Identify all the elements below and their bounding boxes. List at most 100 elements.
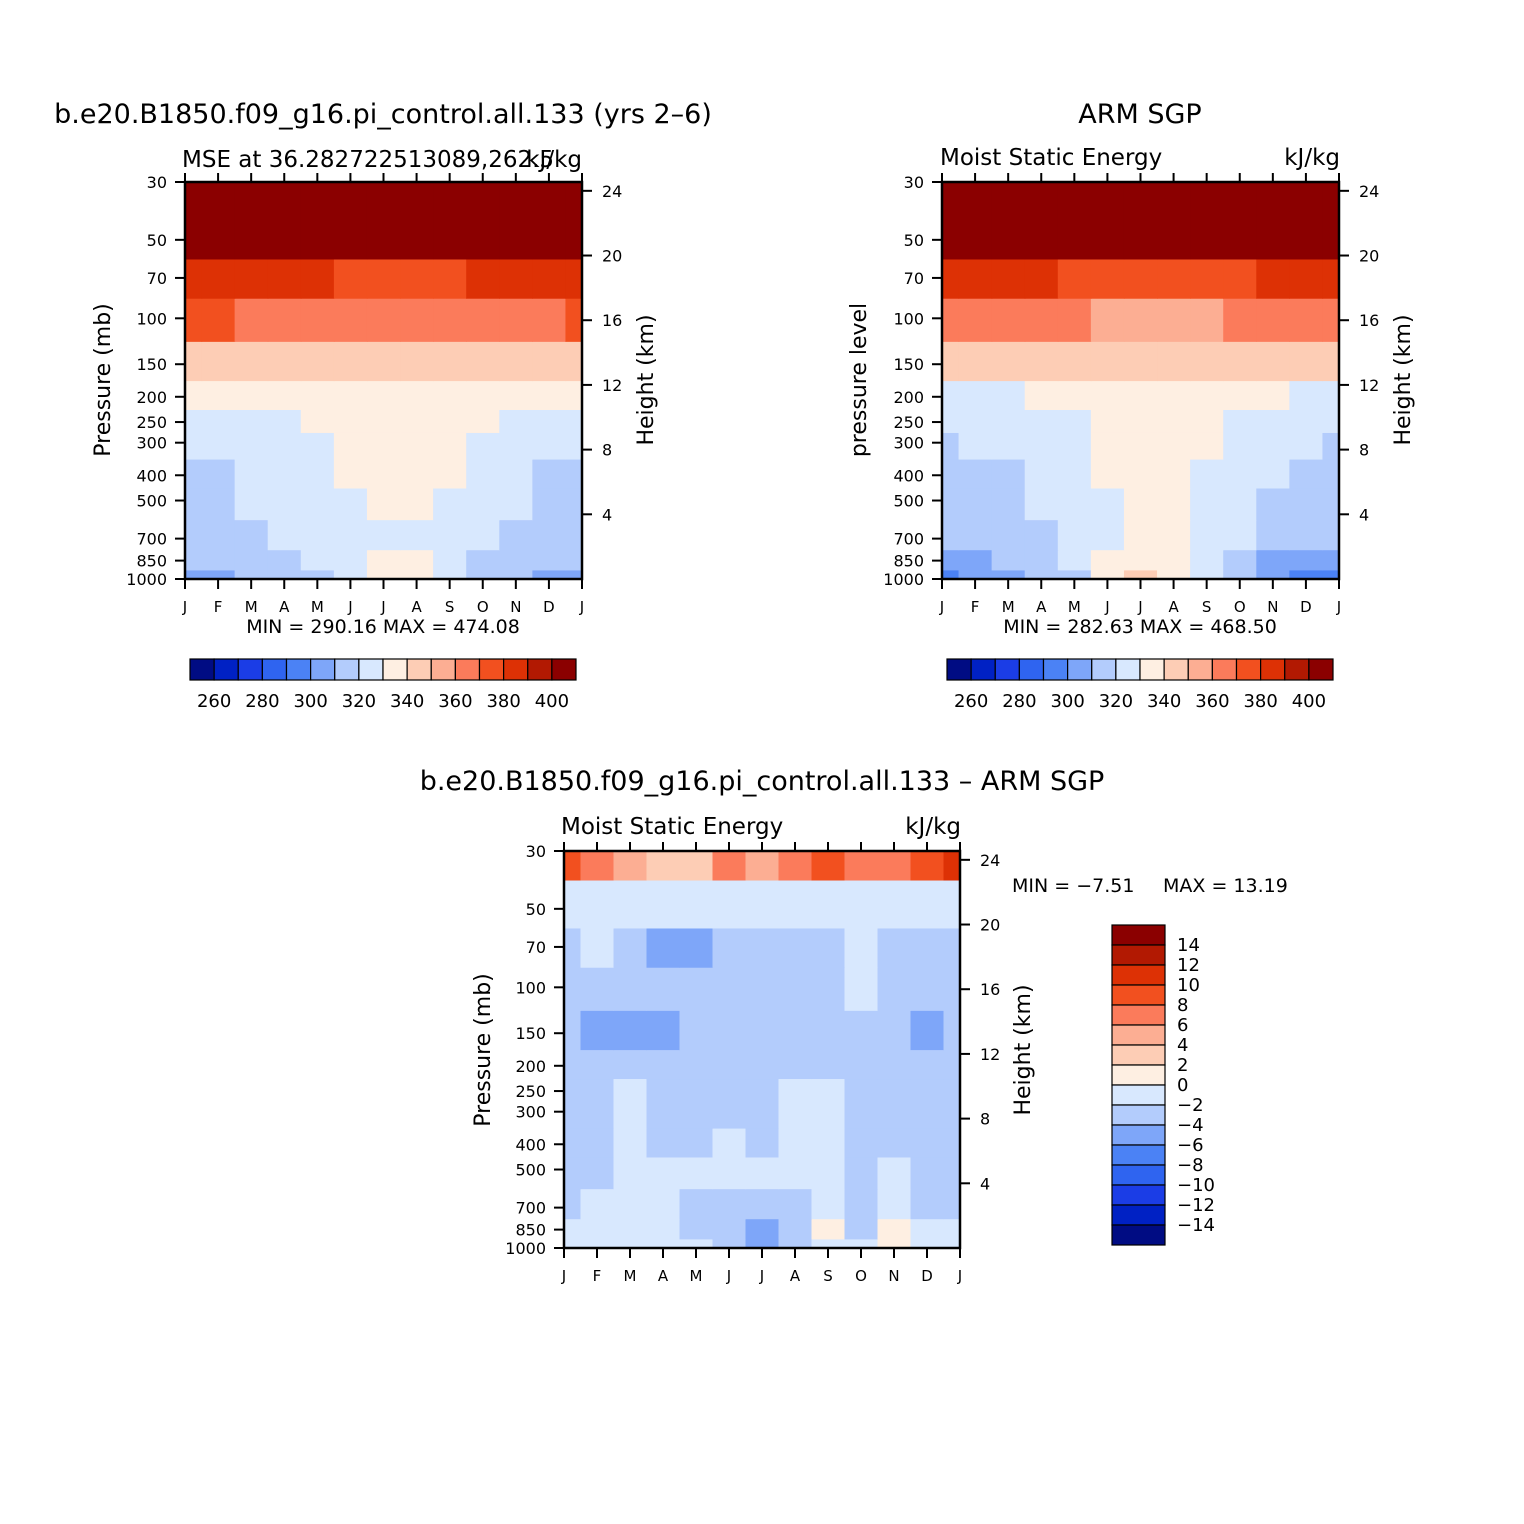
contour-cell [499, 409, 533, 433]
panel-model: b.e20.B1850.f09_g16.pi_control.all.133 (… [54, 99, 712, 712]
colorbar-label: 280 [245, 691, 279, 712]
contour-cell [333, 409, 368, 433]
y2-tick-label: 16 [980, 980, 1000, 999]
contour-cell [333, 487, 368, 521]
contour-cell [942, 210, 960, 260]
contour-cell [1190, 519, 1224, 551]
contour-cell [565, 487, 582, 521]
y-tick-label: 50 [904, 231, 924, 250]
contour-cell [1223, 341, 1257, 382]
contour-cell [613, 1010, 648, 1051]
contour-cell [646, 1127, 681, 1158]
contour-cell [234, 258, 269, 299]
contour-cell [499, 341, 533, 382]
panel-model-colorbar: 260 280 300 320 340 360 380 400 [189, 658, 577, 712]
y2-tick-label: 24 [980, 851, 1000, 870]
colorbar-box [1308, 658, 1334, 681]
contour-cell [433, 549, 467, 571]
contour-cell [300, 487, 335, 521]
contour-cell [1322, 458, 1339, 489]
contour-cell [958, 258, 993, 299]
contour-cell [580, 1218, 615, 1240]
contour-cell [1322, 298, 1339, 342]
contour-cell [267, 298, 302, 342]
contour-cell [991, 210, 1026, 260]
contour-cell [679, 851, 714, 881]
contour-cell [646, 1188, 681, 1220]
y-tick-label: 850 [893, 552, 924, 571]
contour-cell [1057, 549, 1092, 571]
contour-cell [333, 258, 368, 299]
y-tick-label: 700 [515, 1199, 546, 1218]
contour-cell [1123, 182, 1158, 212]
colorbar-box [970, 658, 996, 681]
x-tick-label: M [311, 598, 324, 616]
panel-obs-subtitle-left: Moist Static Energy [940, 145, 1162, 171]
colorbar-box [1111, 1144, 1166, 1166]
contour-cell [778, 1049, 813, 1080]
contour-cell [1223, 569, 1257, 579]
contour-cell [778, 1238, 813, 1248]
colorbar-label: 360 [1195, 691, 1229, 712]
contour-cell [466, 258, 500, 299]
contour-cell [201, 210, 236, 260]
contour-cell [1123, 258, 1158, 299]
panel-model-title: b.e20.B1850.f09_g16.pi_control.all.133 (… [54, 99, 712, 130]
x-tick-label: J [182, 598, 187, 616]
contour-cell [1322, 258, 1339, 299]
contour-cell [1090, 298, 1125, 342]
contour-cell [712, 1049, 747, 1080]
contour-cell [811, 1188, 846, 1220]
y-tick-label: 400 [136, 466, 167, 485]
colorbar-label: −2 [1177, 1095, 1204, 1116]
y-tick-label: 200 [893, 388, 924, 407]
panel-diff-plot: J F M A M J J A S O N D J 30 50 70 100 150 200 250 300 400 500… [505, 842, 1000, 1285]
colorbar-box [1111, 1204, 1166, 1226]
contour-cell [1024, 409, 1059, 433]
contour-cell [300, 298, 335, 342]
contour-cell [1090, 487, 1125, 521]
contour-cell [1256, 182, 1290, 212]
contour-cell [943, 1049, 960, 1080]
x-tick-label: F [214, 598, 223, 616]
contour-cell [366, 487, 401, 521]
contour-cell [942, 458, 960, 489]
colorbar-box [503, 658, 529, 681]
colorbar-box [261, 658, 288, 681]
y-tick-label: 250 [515, 1082, 546, 1101]
contour-cell [1157, 298, 1191, 342]
contour-cell [1190, 458, 1224, 489]
colorbar-label: 360 [438, 691, 472, 712]
contour-cell [910, 967, 945, 1011]
contour-cell [234, 298, 269, 342]
contour-cell [1024, 380, 1059, 411]
contour-cell [433, 519, 467, 551]
contour-cell [778, 1010, 813, 1051]
contour-cell [958, 182, 993, 212]
colorbar-box [551, 658, 577, 681]
contour-cell [646, 967, 681, 1011]
contour-cell [1157, 210, 1191, 260]
contour-cell [910, 1049, 945, 1080]
contour-cell [1057, 569, 1092, 579]
x-tick-label: N [510, 598, 521, 616]
contour-cell [499, 549, 533, 571]
contour-cell [499, 298, 533, 342]
contour-cell [745, 1127, 780, 1158]
contour-cell [844, 967, 879, 1011]
contour-cell [564, 1127, 582, 1158]
contour-cell [400, 258, 434, 299]
colorbar-label: 340 [390, 691, 424, 712]
y2-tick-label: 16 [602, 311, 622, 330]
contour-cell [844, 1127, 879, 1158]
contour-cell [1123, 432, 1158, 460]
contour-cell [234, 432, 269, 460]
colorbar-box [1235, 658, 1262, 681]
contour-cell [1157, 519, 1191, 551]
contour-cell [1090, 458, 1125, 489]
contour-cell [201, 380, 236, 411]
colorbar-box [478, 658, 505, 681]
panel-obs-plot: J F M A M J J A S O N D J 30 50 70 100 150 200 250 300 400 500… [883, 173, 1379, 616]
contour-cell [844, 927, 879, 968]
